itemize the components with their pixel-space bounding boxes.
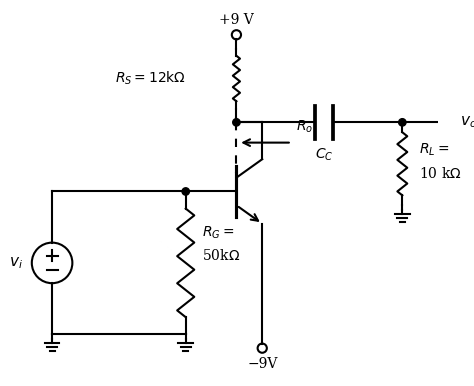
Text: $R_o$: $R_o$: [296, 119, 313, 135]
Text: $R_G = $: $R_G = $: [202, 225, 235, 241]
Text: $C_C$: $C_C$: [315, 146, 333, 163]
Circle shape: [182, 188, 190, 195]
Text: $R_L = $: $R_L = $: [419, 142, 449, 158]
Text: $v_o$: $v_o$: [460, 115, 474, 130]
Text: 50k$\Omega$: 50k$\Omega$: [202, 249, 240, 264]
Text: +9 V: +9 V: [219, 14, 254, 27]
Circle shape: [233, 119, 240, 126]
Text: −9V: −9V: [247, 357, 277, 371]
Text: $R_S = 12{\rm k}\Omega$: $R_S = 12{\rm k}\Omega$: [115, 70, 186, 87]
Text: $v_i$: $v_i$: [9, 255, 23, 271]
Text: 10 k$\Omega$: 10 k$\Omega$: [419, 166, 462, 181]
Circle shape: [399, 119, 406, 126]
